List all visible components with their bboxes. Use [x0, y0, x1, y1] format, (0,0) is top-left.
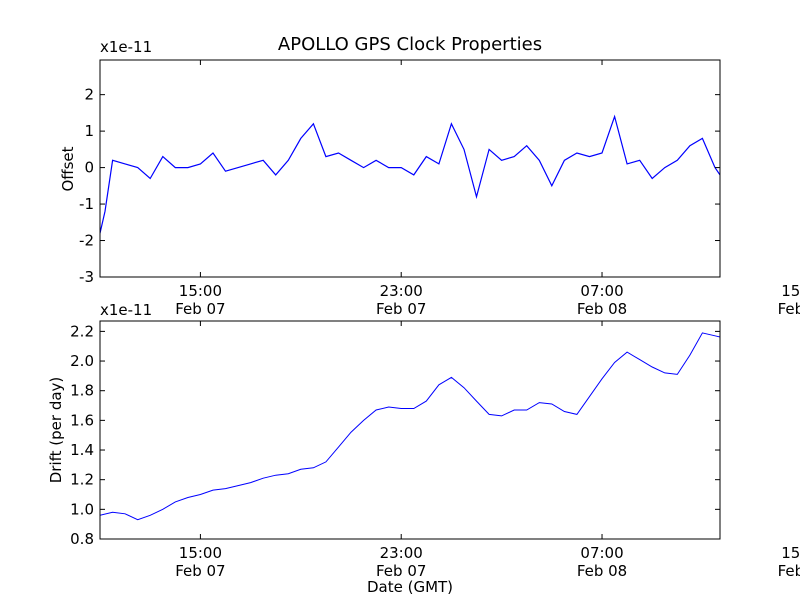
offset-xtick-time: 15:00	[781, 282, 800, 300]
figure-title: APOLLO GPS Clock Properties	[278, 34, 542, 55]
drift-ylabel: Drift (per day)	[47, 377, 65, 484]
drift-multiplier: x1e-11	[100, 301, 152, 319]
offset-xtick-date: Feb 08	[577, 300, 627, 318]
drift-xtick-time: 23:00	[380, 544, 423, 562]
drift-xtick-date: Feb 07	[175, 562, 225, 580]
offset-xtick-time: 23:00	[380, 282, 423, 300]
offset-xtick-time: 15:00	[179, 282, 222, 300]
drift-series-line	[100, 332, 720, 521]
drift-xtick-time: 15:00	[179, 544, 222, 562]
drift-xtick-date: Feb 08	[577, 562, 627, 580]
drift-xtick-time: 15:00	[781, 544, 800, 562]
drift-ytick-label: 1.4	[70, 441, 94, 459]
drift-xtick-date: Feb 07	[376, 562, 426, 580]
drift-ytick-label: 0.8	[70, 530, 94, 548]
offset-axes-frame	[99, 59, 721, 278]
offset-xtick-time: 07:00	[580, 282, 623, 300]
offset-ytick-label: -3	[79, 268, 94, 286]
offset-multiplier: x1e-11	[100, 38, 152, 56]
offset-ytick-label: 2	[84, 86, 94, 104]
drift-xtick-time: 07:00	[580, 544, 623, 562]
offset-yticks: -3 -2 -1 0 1 2	[79, 86, 720, 286]
drift-ytick-label: 1.2	[70, 471, 94, 489]
drift-yticks: 0.8 1.0 1.2 1.4 1.6 1.8 2.0 2.2	[70, 322, 720, 548]
drift-ytick-label: 1.6	[70, 411, 94, 429]
drift-xtick-date: Feb 08	[778, 562, 800, 580]
offset-xtick-date: Feb 07	[376, 300, 426, 318]
offset-xtick-date: Feb 07	[175, 300, 225, 318]
offset-plot-area	[100, 114, 720, 234]
drift-ytick-label: 2.2	[70, 322, 94, 340]
drift-ytick-label: 1.8	[70, 382, 94, 400]
drift-ytick-label: 2.0	[70, 352, 94, 370]
offset-ylabel: Offset	[59, 146, 77, 191]
drift-ytick-label: 1.0	[70, 500, 94, 518]
offset-series-line	[100, 114, 720, 234]
offset-xtick-date: Feb 08	[778, 300, 800, 318]
drift-axes-frame	[99, 320, 721, 540]
offset-ytick-label: -1	[79, 195, 94, 213]
x-axis-label: Date (GMT)	[367, 578, 453, 596]
drift-panel: x1e-11 Drift (per day) 0.8 1.0 1.2 1.4 1.6 1.…	[47, 301, 800, 580]
offset-ytick-label: -2	[79, 232, 94, 250]
offset-ytick-label: 0	[84, 159, 94, 177]
offset-ytick-label: 1	[84, 122, 94, 140]
drift-plot-area	[100, 332, 720, 521]
